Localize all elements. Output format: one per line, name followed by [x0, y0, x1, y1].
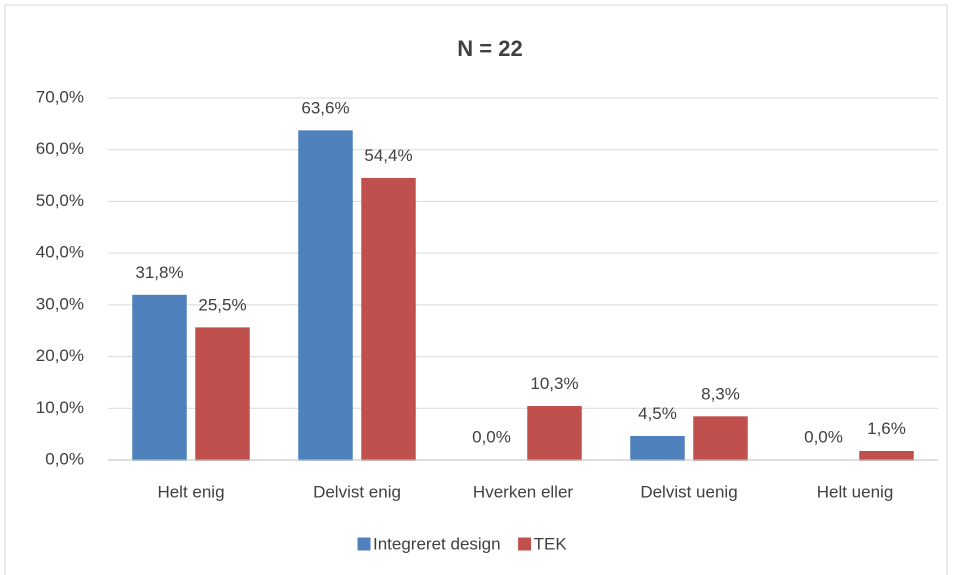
bar — [630, 435, 685, 461]
bar — [859, 450, 914, 461]
x-tick-label: Delvist enig — [313, 482, 401, 501]
x-tick-label: Helt enig — [157, 482, 224, 501]
bar — [527, 405, 582, 461]
y-tick-label: 10,0% — [36, 398, 84, 417]
bar — [693, 416, 748, 461]
value-label: 0,0% — [804, 427, 843, 446]
legend-label: Integreret design — [373, 534, 501, 553]
value-label: 31,8% — [135, 263, 183, 282]
x-tick-label: Hverken eller — [473, 482, 573, 501]
chart-title: N = 22 — [457, 36, 522, 61]
value-label: 63,6% — [301, 99, 349, 118]
bar — [298, 130, 353, 461]
y-tick-label: 60,0% — [36, 139, 84, 158]
chart-frame — [4, 4, 948, 575]
y-tick-label: 30,0% — [36, 294, 84, 313]
value-label: 4,5% — [638, 404, 677, 423]
y-tick-label: 20,0% — [36, 346, 84, 365]
legend-swatch — [357, 537, 371, 551]
value-label: 8,3% — [701, 385, 740, 404]
value-label: 0,0% — [472, 427, 511, 446]
value-label: 54,4% — [364, 146, 412, 165]
value-label: 10,3% — [530, 374, 578, 393]
y-tick-label: 0,0% — [45, 449, 84, 468]
value-label: 25,5% — [198, 296, 246, 315]
y-tick-label: 70,0% — [36, 87, 84, 106]
bar — [195, 327, 250, 461]
legend-swatch — [518, 537, 532, 551]
y-tick-label: 40,0% — [36, 243, 84, 262]
x-tick-label: Delvist uenig — [640, 482, 737, 501]
y-tick-label: 50,0% — [36, 191, 84, 210]
bar — [361, 177, 416, 461]
value-label: 1,6% — [867, 419, 906, 438]
legend-label: TEK — [534, 534, 568, 553]
bar — [132, 294, 187, 461]
x-tick-label: Helt uenig — [817, 482, 894, 501]
